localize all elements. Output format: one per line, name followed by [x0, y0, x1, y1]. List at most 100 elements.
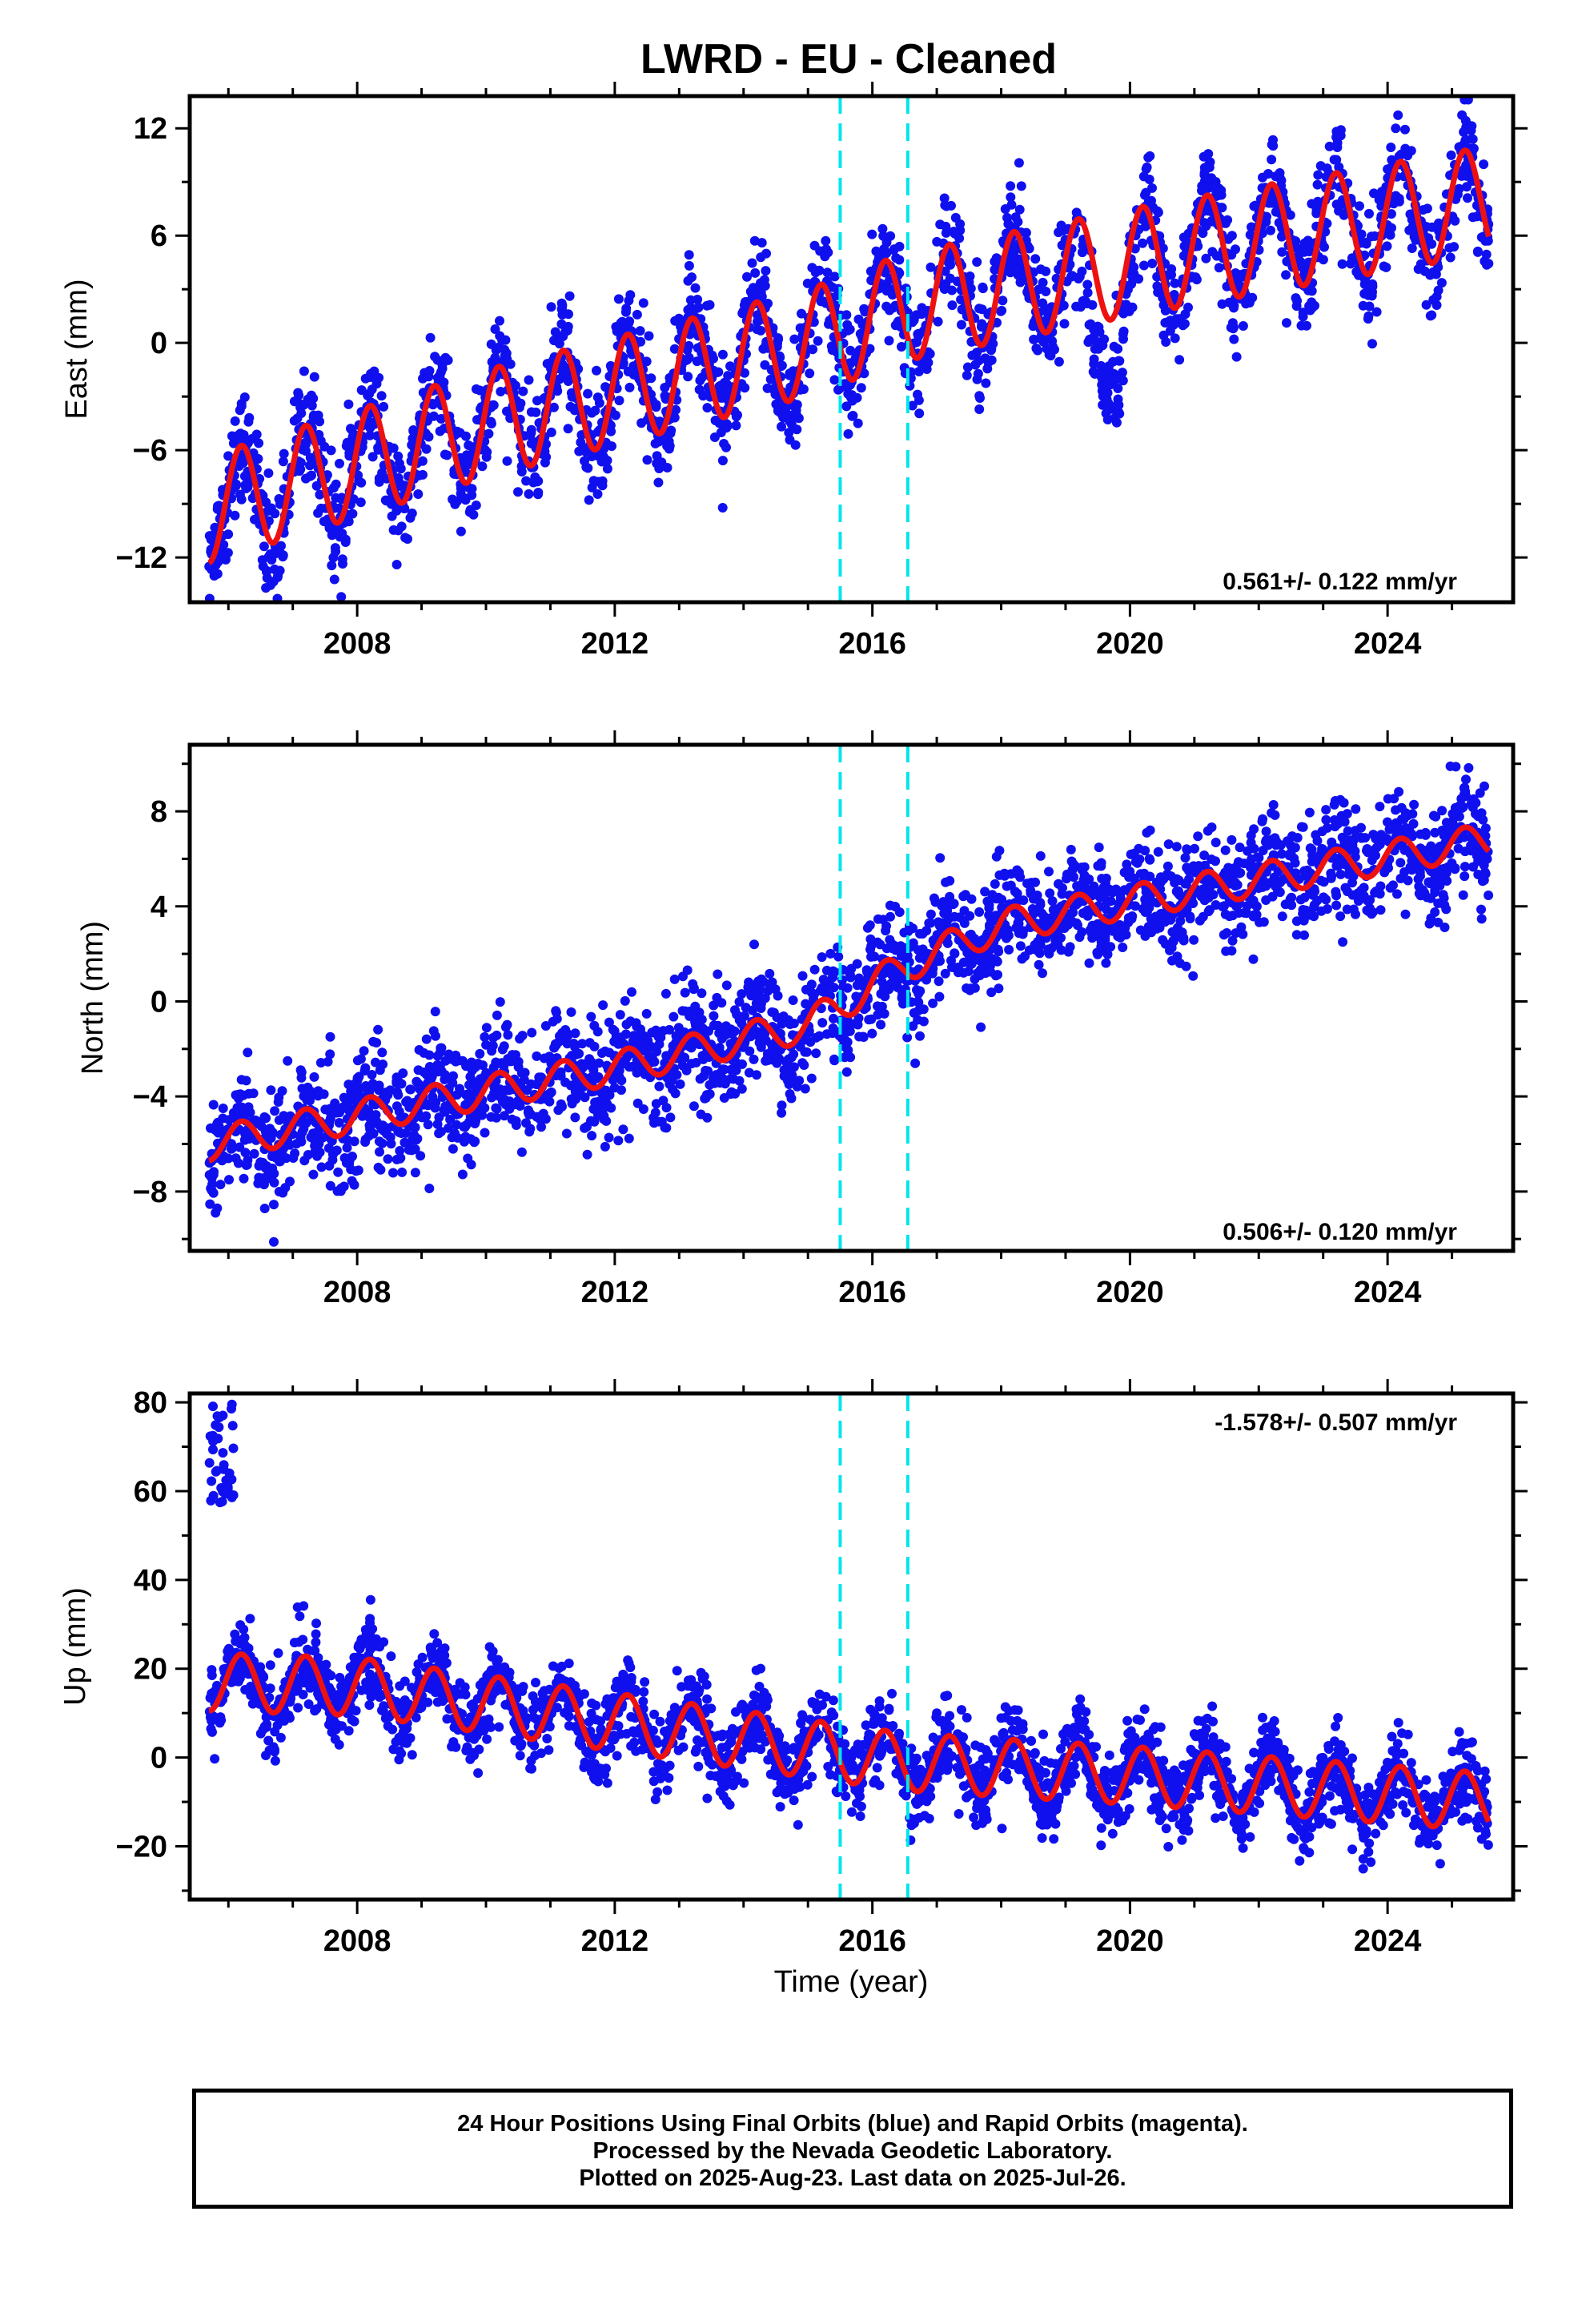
data-point: [477, 461, 488, 472]
data-point: [1472, 246, 1483, 256]
data-point: [614, 396, 624, 406]
data-point: [1460, 786, 1471, 797]
data-point: [1094, 322, 1104, 332]
data-point: [1331, 155, 1342, 165]
data-point: [463, 1153, 473, 1164]
data-point: [267, 1128, 278, 1137]
data-point: [343, 1080, 354, 1090]
data-point: [980, 887, 990, 897]
data-point: [1362, 844, 1372, 854]
data-point: [1472, 211, 1482, 222]
data-point: [301, 446, 311, 456]
data-point: [785, 370, 795, 380]
data-point: [1356, 229, 1367, 239]
data-point: [813, 336, 823, 346]
data-point: [821, 235, 831, 246]
data-point: [957, 320, 966, 330]
data-point: [1183, 228, 1194, 239]
data-point: [580, 1123, 590, 1133]
data-point: [319, 1089, 329, 1100]
data-point: [913, 395, 924, 405]
data-point: [1334, 206, 1344, 216]
data-point: [756, 1003, 766, 1013]
data-point: [1191, 272, 1201, 283]
data-point: [1143, 152, 1154, 163]
data-point: [1453, 843, 1464, 854]
data-point: [1094, 842, 1104, 853]
data-point: [1302, 320, 1311, 331]
data-point: [534, 1072, 544, 1083]
data-point: [592, 489, 603, 499]
data-point: [999, 868, 1010, 879]
data-point: [1319, 877, 1329, 887]
data-point: [533, 488, 544, 497]
data-point: [624, 296, 634, 306]
data-point: [470, 1119, 480, 1128]
data-point: [1014, 204, 1025, 215]
data-point: [1307, 856, 1317, 866]
data-point: [1010, 240, 1021, 251]
data-point: [1291, 930, 1302, 940]
data-point: [913, 1005, 924, 1015]
data-point: [1458, 890, 1468, 900]
data-point: [592, 392, 603, 403]
data-point: [371, 1057, 380, 1068]
data-point: [910, 1058, 921, 1068]
data-point: [1106, 942, 1116, 952]
data-point: [1142, 827, 1152, 838]
data-point: [1460, 871, 1470, 882]
data-point: [990, 879, 1000, 889]
data-point: [270, 509, 280, 519]
data-point: [1413, 264, 1423, 274]
data-point: [1014, 158, 1024, 168]
data-point: [788, 995, 798, 1005]
data-point: [785, 435, 795, 445]
data-point: [1383, 794, 1393, 804]
data-point: [852, 959, 862, 969]
data-point: [556, 319, 567, 329]
data-point: [1454, 811, 1464, 822]
data-point: [1033, 345, 1043, 356]
data-point: [276, 541, 286, 551]
data-point: [753, 316, 764, 326]
data-point: [1329, 815, 1339, 825]
data-point: [1036, 264, 1046, 275]
data-point: [1424, 919, 1435, 929]
data-point: [1387, 223, 1396, 233]
data-point: [334, 1118, 344, 1128]
data-point: [1015, 277, 1026, 287]
data-point: [865, 344, 875, 354]
east-data-points: [204, 96, 1494, 602]
data-point: [909, 315, 919, 325]
data-point: [944, 255, 954, 265]
data-point: [940, 200, 950, 211]
data-point: [335, 458, 344, 468]
data-point: [845, 345, 856, 356]
data-point: [1038, 968, 1047, 979]
data-point: [934, 991, 945, 1002]
data-point: [1391, 123, 1401, 134]
data-point: [1220, 909, 1231, 919]
data-point: [393, 525, 404, 536]
data-point: [289, 396, 299, 407]
data-point: [1393, 110, 1403, 120]
data-point: [962, 362, 973, 372]
data-point: [326, 445, 336, 456]
y-tick-label: 0: [151, 327, 167, 360]
data-point: [1130, 857, 1141, 867]
data-point: [860, 307, 870, 317]
data-point: [852, 392, 862, 403]
data-point: [421, 444, 432, 454]
data-point: [849, 1019, 860, 1029]
x-tick-label: 2008: [323, 627, 391, 661]
data-point: [1102, 897, 1112, 907]
data-point: [1015, 941, 1026, 951]
data-point: [994, 983, 1004, 994]
data-point: [752, 1070, 761, 1080]
data-point: [499, 1094, 509, 1104]
data-point: [885, 305, 895, 316]
data-point: [456, 526, 466, 537]
data-point: [1082, 279, 1093, 290]
data-point: [670, 316, 681, 326]
